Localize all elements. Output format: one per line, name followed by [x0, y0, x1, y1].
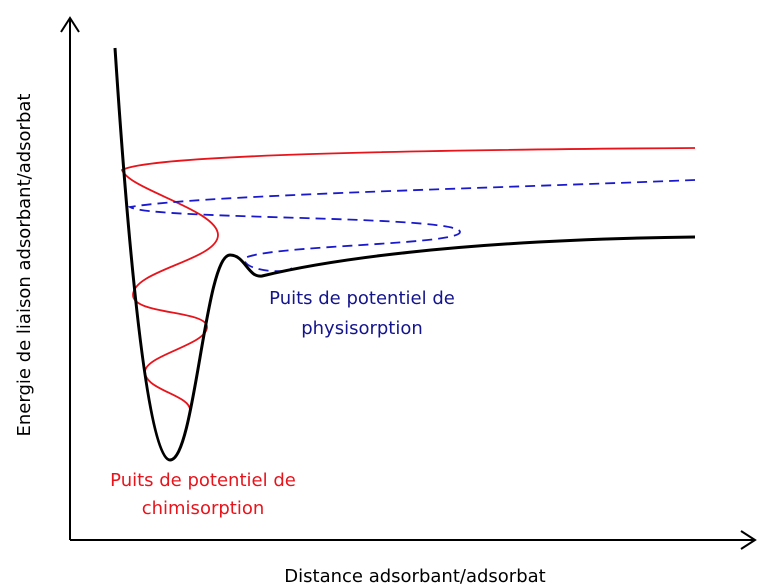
annotation-line: chimisorption	[142, 498, 265, 519]
chemisorption-wave	[120, 147, 696, 411]
y-arrow	[60, 16, 80, 33]
annotation-line: physisorption	[301, 318, 423, 339]
y-axis-label: Energie de liaison adsorbant/adsorbat	[14, 94, 35, 437]
annotation-line: Puits de potentiel de	[269, 288, 455, 309]
potential-curve	[113, 47, 696, 462]
x-axis-label: Distance adsorbant/adsorbat	[284, 566, 545, 585]
x-arrow	[740, 530, 757, 550]
axes	[60, 16, 757, 550]
physisorption-wave	[127, 179, 696, 273]
annotation-line: Puits de potentiel de	[110, 470, 296, 491]
